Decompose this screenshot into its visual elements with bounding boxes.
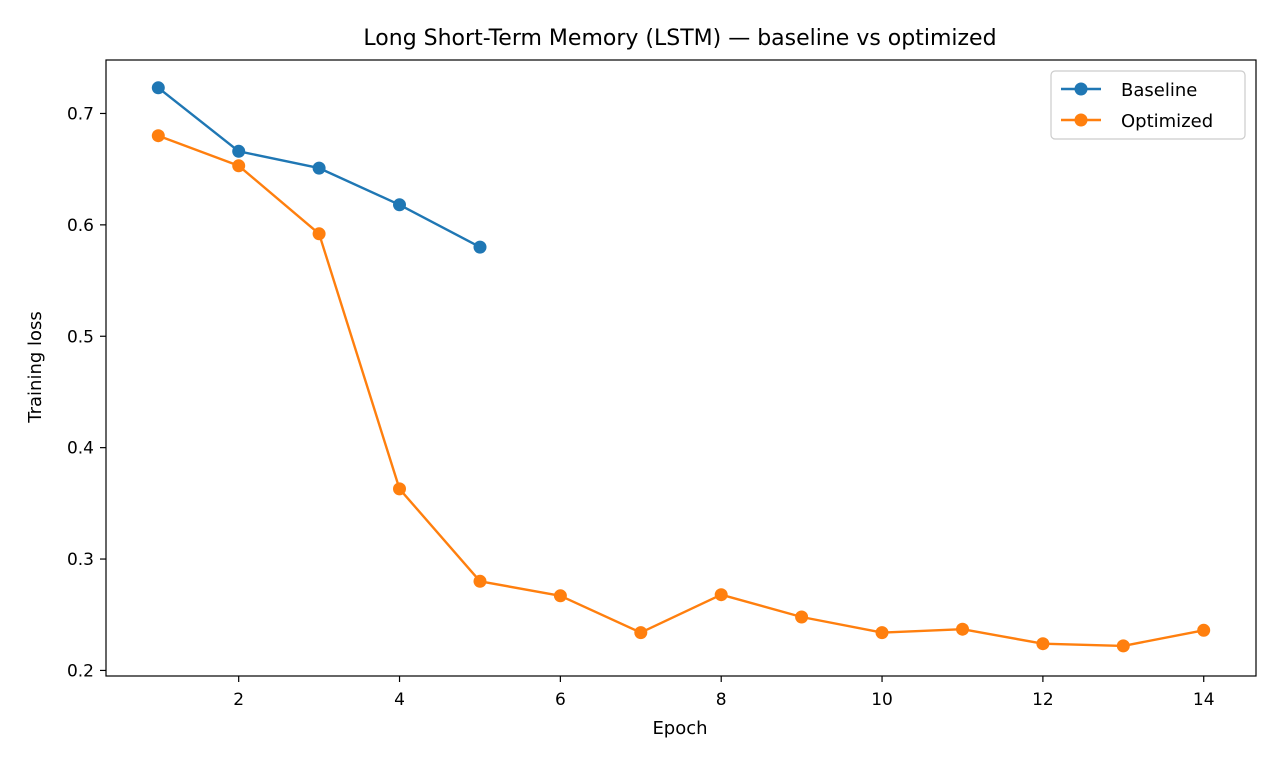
x-axis-label: Epoch xyxy=(652,718,707,739)
x-tick-label: 4 xyxy=(394,690,405,710)
y-tick-label: 0.5 xyxy=(67,327,94,347)
data-point xyxy=(151,81,165,95)
axes: 2 4 6 8 10 12 14 0.2 0.3 0.4 0.5 0.6 0.7 xyxy=(67,59,1257,710)
y-tick-label: 0.6 xyxy=(67,216,94,236)
x-tick-label: 2 xyxy=(233,690,244,710)
legend-swatch-marker xyxy=(1074,113,1088,127)
data-point xyxy=(232,159,246,173)
y-tick-label: 0.2 xyxy=(67,661,94,681)
legend-entry-label: Baseline xyxy=(1121,80,1197,101)
data-point xyxy=(714,588,728,602)
y-tick-label: 0.7 xyxy=(67,104,94,124)
legend: Baseline Optimized xyxy=(1050,70,1246,140)
data-point xyxy=(1116,639,1130,653)
legend-swatch-marker xyxy=(1074,82,1088,96)
x-tick-label: 10 xyxy=(871,690,893,710)
data-point xyxy=(473,574,487,588)
data-point xyxy=(232,144,246,158)
data-point xyxy=(393,482,406,496)
data-point xyxy=(634,626,648,640)
x-tick-label: 12 xyxy=(1032,690,1054,710)
data-point xyxy=(1197,623,1211,637)
data-point xyxy=(312,227,326,241)
axes-frame xyxy=(105,59,1257,677)
data-point xyxy=(393,198,406,212)
x-tick-label: 14 xyxy=(1193,690,1215,710)
data-point xyxy=(151,129,165,143)
y-tick-label: 0.4 xyxy=(67,439,94,459)
y-axis-label: Training loss xyxy=(25,311,46,424)
data-point xyxy=(1036,637,1050,651)
x-tick-label: 8 xyxy=(716,690,727,710)
chart-title: Long Short-Term Memory (LSTM) — baseline… xyxy=(363,26,996,51)
legend-entry-label: Optimized xyxy=(1121,111,1213,132)
data-point xyxy=(875,626,889,640)
data-point xyxy=(795,610,809,624)
x-tick-label: 6 xyxy=(555,690,566,710)
data-point xyxy=(473,240,487,254)
data-point xyxy=(312,161,326,175)
y-tick-label: 0.3 xyxy=(67,550,94,570)
data-point xyxy=(956,622,969,636)
data-point xyxy=(553,589,567,603)
plot-area xyxy=(151,81,1211,653)
series-line-1 xyxy=(157,134,1204,648)
